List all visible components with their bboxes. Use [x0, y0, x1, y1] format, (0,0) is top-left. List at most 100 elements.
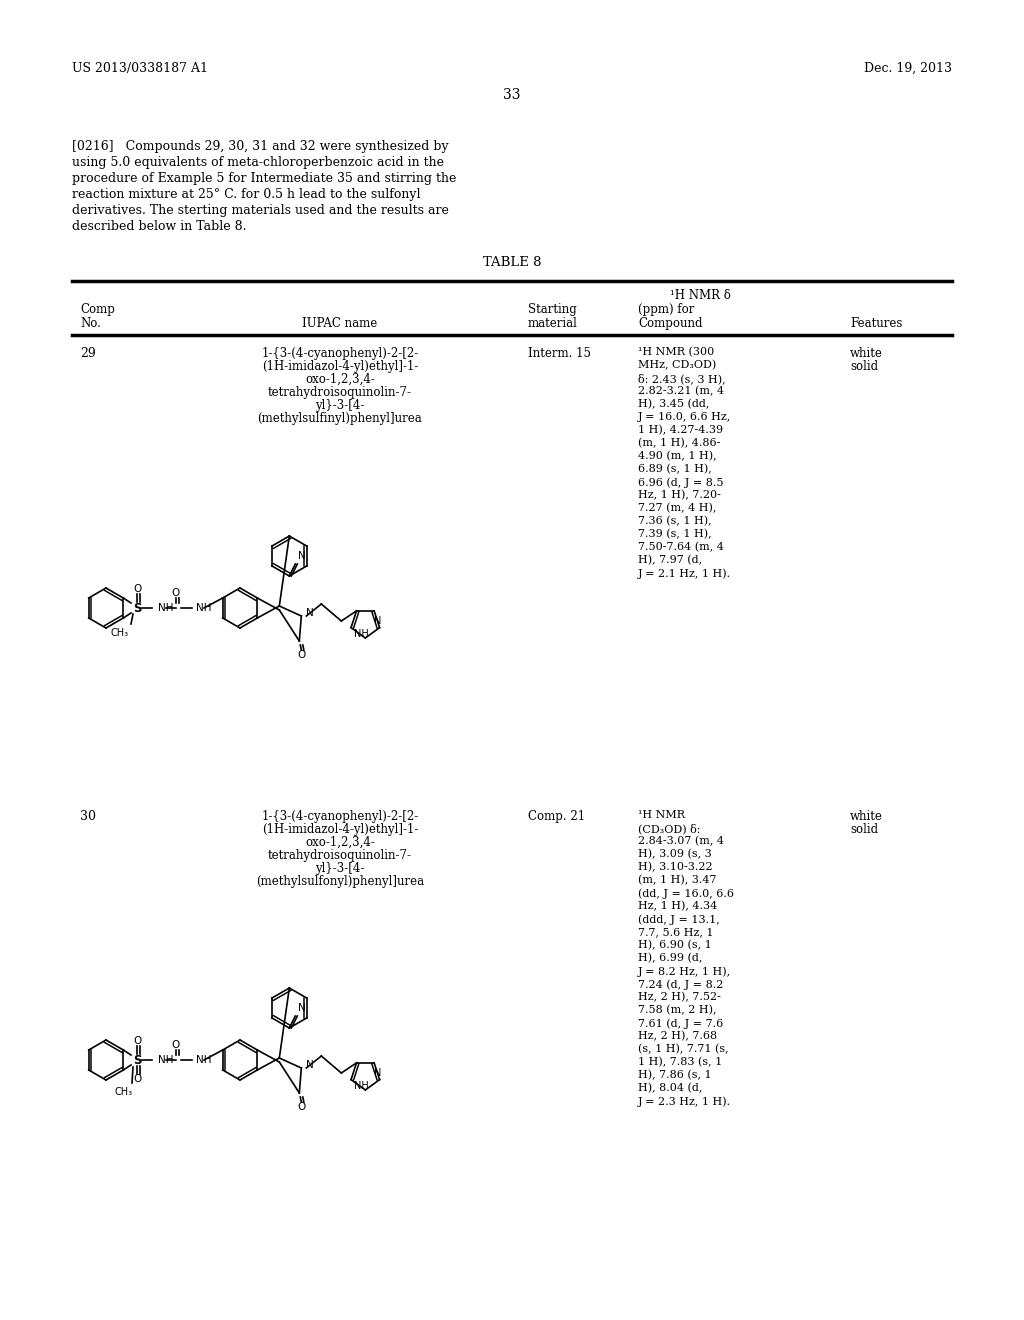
- Text: NH: NH: [354, 628, 369, 639]
- Text: Hz, 1 H), 7.20-: Hz, 1 H), 7.20-: [638, 490, 721, 500]
- Text: NH: NH: [354, 1081, 369, 1090]
- Text: J = 16.0, 6.6 Hz,: J = 16.0, 6.6 Hz,: [638, 412, 731, 422]
- Text: 7.39 (s, 1 H),: 7.39 (s, 1 H),: [638, 529, 712, 540]
- Text: 6.96 (d, J = 8.5: 6.96 (d, J = 8.5: [638, 477, 724, 487]
- Text: J = 8.2 Hz, 1 H),: J = 8.2 Hz, 1 H),: [638, 966, 731, 977]
- Text: N: N: [306, 609, 314, 618]
- Text: 7.58 (m, 2 H),: 7.58 (m, 2 H),: [638, 1005, 717, 1015]
- Text: S: S: [133, 1053, 141, 1067]
- Text: tetrahydroisoquinolin-7-: tetrahydroisoquinolin-7-: [268, 849, 412, 862]
- Text: CH₃: CH₃: [115, 1086, 133, 1097]
- Text: oxo-1,2,3,4-: oxo-1,2,3,4-: [305, 836, 375, 849]
- Text: [0216]   Compounds 29, 30, 31 and 32 were synthesized by: [0216] Compounds 29, 30, 31 and 32 were …: [72, 140, 449, 153]
- Text: procedure of Example 5 for Intermediate 35 and stirring the: procedure of Example 5 for Intermediate …: [72, 172, 457, 185]
- Text: H), 3.45 (dd,: H), 3.45 (dd,: [638, 399, 710, 409]
- Text: H), 3.10-3.22: H), 3.10-3.22: [638, 862, 713, 873]
- Text: (dd, J = 16.0, 6.6: (dd, J = 16.0, 6.6: [638, 888, 734, 899]
- Text: (ppm) for: (ppm) for: [638, 304, 694, 315]
- Text: H), 6.90 (s, 1: H), 6.90 (s, 1: [638, 940, 712, 950]
- Text: H), 7.97 (d,: H), 7.97 (d,: [638, 554, 702, 565]
- Text: 30: 30: [80, 810, 96, 822]
- Text: 1 H), 7.83 (s, 1: 1 H), 7.83 (s, 1: [638, 1057, 722, 1068]
- Text: 7.36 (s, 1 H),: 7.36 (s, 1 H),: [638, 516, 712, 527]
- Text: Comp. 21: Comp. 21: [528, 810, 585, 822]
- Text: (methylsulfinyl)phenyl]urea: (methylsulfinyl)phenyl]urea: [258, 412, 422, 425]
- Text: solid: solid: [850, 360, 879, 374]
- Text: N: N: [298, 1003, 306, 1012]
- Text: using 5.0 equivalents of meta-chloroperbenzoic acid in the: using 5.0 equivalents of meta-chloroperb…: [72, 156, 444, 169]
- Text: (1H-imidazol-4-yl)ethyl]-1-: (1H-imidazol-4-yl)ethyl]-1-: [262, 822, 418, 836]
- Text: 7.7, 5.6 Hz, 1: 7.7, 5.6 Hz, 1: [638, 927, 714, 937]
- Text: 29: 29: [80, 347, 96, 360]
- Text: white: white: [850, 347, 883, 360]
- Text: H), 7.86 (s, 1: H), 7.86 (s, 1: [638, 1071, 712, 1080]
- Text: NH: NH: [158, 603, 173, 612]
- Text: 7.24 (d, J = 8.2: 7.24 (d, J = 8.2: [638, 979, 723, 990]
- Text: No.: No.: [80, 317, 101, 330]
- Text: (1H-imidazol-4-yl)ethyl]-1-: (1H-imidazol-4-yl)ethyl]-1-: [262, 360, 418, 374]
- Text: MHz, CD₃OD): MHz, CD₃OD): [638, 360, 716, 371]
- Text: 4.90 (m, 1 H),: 4.90 (m, 1 H),: [638, 451, 717, 462]
- Text: ¹H NMR: ¹H NMR: [638, 810, 685, 820]
- Text: Hz, 2 H), 7.52-: Hz, 2 H), 7.52-: [638, 993, 721, 1002]
- Text: Features: Features: [850, 317, 902, 330]
- Text: material: material: [528, 317, 578, 330]
- Text: CH₃: CH₃: [111, 628, 129, 638]
- Text: O: O: [133, 1074, 141, 1084]
- Text: Dec. 19, 2013: Dec. 19, 2013: [864, 62, 952, 75]
- Text: N: N: [374, 1068, 381, 1077]
- Text: tetrahydroisoquinolin-7-: tetrahydroisoquinolin-7-: [268, 385, 412, 399]
- Text: derivatives. The sterting materials used and the results are: derivatives. The sterting materials used…: [72, 205, 449, 216]
- Text: 7.61 (d, J = 7.6: 7.61 (d, J = 7.6: [638, 1018, 723, 1028]
- Text: 33: 33: [503, 88, 521, 102]
- Text: (CD₃OD) δ:: (CD₃OD) δ:: [638, 822, 700, 834]
- Text: 2.84-3.07 (m, 4: 2.84-3.07 (m, 4: [638, 836, 724, 846]
- Text: solid: solid: [850, 822, 879, 836]
- Text: Hz, 2 H), 7.68: Hz, 2 H), 7.68: [638, 1031, 717, 1041]
- Text: ¹H NMR δ: ¹H NMR δ: [670, 289, 730, 302]
- Text: (m, 1 H), 4.86-: (m, 1 H), 4.86-: [638, 438, 720, 449]
- Text: Hz, 1 H), 4.34: Hz, 1 H), 4.34: [638, 902, 717, 911]
- Text: N: N: [298, 550, 306, 561]
- Text: O: O: [133, 1036, 141, 1045]
- Text: ¹H NMR (300: ¹H NMR (300: [638, 347, 715, 358]
- Text: O: O: [172, 1040, 180, 1049]
- Text: NH: NH: [196, 1055, 212, 1065]
- Text: Starting: Starting: [528, 304, 577, 315]
- Text: O: O: [172, 587, 180, 598]
- Text: O: O: [133, 583, 141, 594]
- Text: NH: NH: [158, 1055, 173, 1065]
- Text: J = 2.3 Hz, 1 H).: J = 2.3 Hz, 1 H).: [638, 1096, 731, 1106]
- Text: 1 H), 4.27-4.39: 1 H), 4.27-4.39: [638, 425, 723, 436]
- Text: N: N: [374, 615, 381, 626]
- Text: yl}-3-[4-: yl}-3-[4-: [315, 862, 365, 875]
- Text: reaction mixture at 25° C. for 0.5 h lead to the sulfonyl: reaction mixture at 25° C. for 0.5 h lea…: [72, 187, 421, 201]
- Text: US 2013/0338187 A1: US 2013/0338187 A1: [72, 62, 208, 75]
- Text: δ: 2.43 (s, 3 H),: δ: 2.43 (s, 3 H),: [638, 374, 726, 384]
- Text: 7.27 (m, 4 H),: 7.27 (m, 4 H),: [638, 503, 717, 513]
- Text: H), 3.09 (s, 3: H), 3.09 (s, 3: [638, 849, 712, 859]
- Text: NH: NH: [196, 603, 212, 612]
- Text: Interm. 15: Interm. 15: [528, 347, 591, 360]
- Text: N: N: [306, 1060, 314, 1071]
- Text: (ddd, J = 13.1,: (ddd, J = 13.1,: [638, 913, 720, 924]
- Text: (m, 1 H), 3.47: (m, 1 H), 3.47: [638, 875, 717, 886]
- Text: Comp: Comp: [80, 304, 115, 315]
- Text: IUPAC name: IUPAC name: [302, 317, 378, 330]
- Text: (methylsulfonyl)phenyl]urea: (methylsulfonyl)phenyl]urea: [256, 875, 424, 888]
- Text: oxo-1,2,3,4-: oxo-1,2,3,4-: [305, 374, 375, 385]
- Text: H), 8.04 (d,: H), 8.04 (d,: [638, 1082, 702, 1093]
- Text: H), 6.99 (d,: H), 6.99 (d,: [638, 953, 702, 964]
- Text: O: O: [297, 649, 305, 660]
- Text: 1-{3-(4-cyanophenyl)-2-[2-: 1-{3-(4-cyanophenyl)-2-[2-: [261, 810, 419, 822]
- Text: Compound: Compound: [638, 317, 702, 330]
- Text: described below in Table 8.: described below in Table 8.: [72, 220, 247, 234]
- Text: 7.50-7.64 (m, 4: 7.50-7.64 (m, 4: [638, 543, 724, 552]
- Text: yl}-3-[4-: yl}-3-[4-: [315, 399, 365, 412]
- Text: S: S: [133, 602, 141, 615]
- Text: 1-{3-(4-cyanophenyl)-2-[2-: 1-{3-(4-cyanophenyl)-2-[2-: [261, 347, 419, 360]
- Text: white: white: [850, 810, 883, 822]
- Text: O: O: [297, 1102, 305, 1111]
- Text: TABLE 8: TABLE 8: [482, 256, 542, 269]
- Text: J = 2.1 Hz, 1 H).: J = 2.1 Hz, 1 H).: [638, 568, 731, 578]
